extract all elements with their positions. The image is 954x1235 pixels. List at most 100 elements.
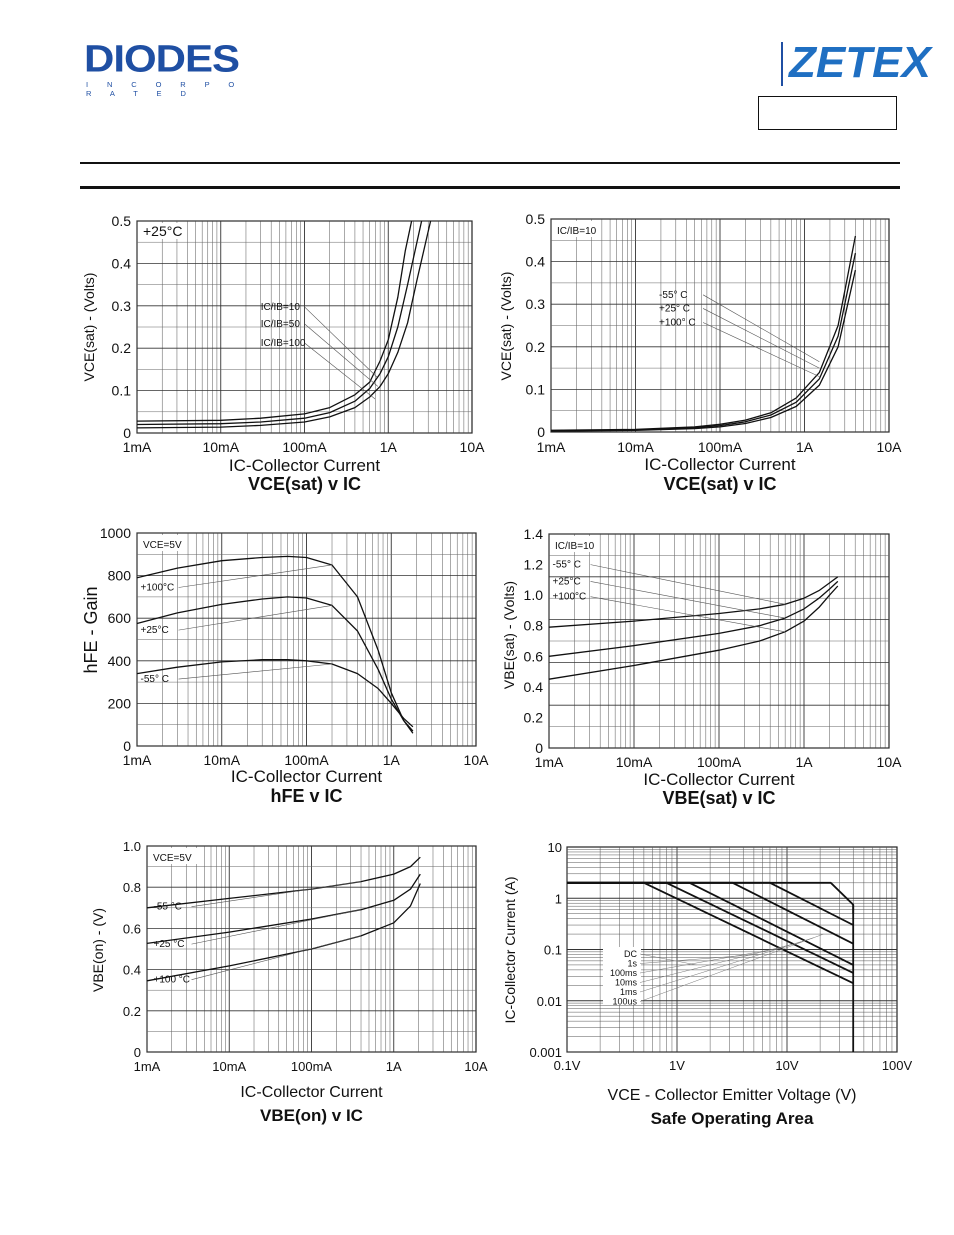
series-line-2 <box>550 252 857 432</box>
series-label: IC/IB=10 <box>261 302 301 313</box>
leader-line <box>702 294 820 362</box>
zetex-logo-bar <box>781 42 783 86</box>
x-tick-label: 1V <box>669 1058 685 1073</box>
leader-line <box>590 581 786 619</box>
x-tick-label: 10V <box>775 1058 798 1073</box>
y-tick-label: 400 <box>108 653 132 669</box>
y-axis-label: VCE(sat) - (Volts) <box>498 272 514 381</box>
annotation-bg <box>553 221 601 237</box>
series-line-1 <box>550 235 857 431</box>
legend-leader <box>639 941 802 983</box>
series-label: IC/IB=50 <box>261 319 301 330</box>
y-tick-label: 0.8 <box>524 618 544 634</box>
x-tick-label: 10mA <box>617 439 654 455</box>
leader-line <box>702 308 820 369</box>
y-tick-label: 0 <box>535 740 543 756</box>
diodes-logo-sub: I N C O R P O R A T E D <box>86 80 243 98</box>
x-tick-label: 0.1V <box>554 1058 581 1073</box>
legend-entry: 10ms <box>615 978 638 988</box>
y-tick-label: 1 <box>555 891 562 906</box>
chart-annotation: VCE=5V <box>143 540 182 551</box>
series-line-1 <box>146 856 421 909</box>
x-tick-label: 1mA <box>123 752 152 768</box>
leader-line <box>590 596 786 633</box>
legend-entry: DC <box>624 949 637 959</box>
y-tick-label: 0.4 <box>112 255 132 271</box>
x-tick-label: 1A <box>380 439 398 455</box>
chart-title: hFE v IC <box>270 786 342 806</box>
y-axis-label: VCE(sat) - (Volts) <box>81 273 97 382</box>
y-tick-label: 1000 <box>100 525 131 541</box>
y-tick-label: 0.1 <box>526 381 546 397</box>
series-label: +25°C <box>141 625 169 636</box>
series-label: +100°C <box>553 592 587 603</box>
chart-title: VCE(sat) v IC <box>248 474 361 494</box>
header-rule-thick <box>80 186 900 189</box>
legend-leader <box>639 937 814 993</box>
x-tick-label: 1mA <box>535 754 564 770</box>
x-tick-label: 10mA <box>202 439 239 455</box>
y-tick-label: 10 <box>548 840 562 855</box>
leader-line <box>304 323 378 387</box>
x-axis-label: IC-Collector Current <box>231 767 382 786</box>
y-tick-label: 0.4 <box>123 963 141 978</box>
y-tick-label: 0.01 <box>537 994 562 1009</box>
series-line-3 <box>136 659 414 728</box>
y-tick-label: 0.5 <box>112 213 132 229</box>
diodes-logo: DIODES I N C O R P O R A T E D <box>84 37 259 98</box>
chart-title: Safe Operating Area <box>651 1109 814 1128</box>
y-tick-label: 0.001 <box>529 1045 562 1060</box>
legend-entry: 100ms <box>610 968 638 978</box>
y-tick-label: 0 <box>134 1045 141 1060</box>
leader-line <box>178 663 333 680</box>
series-label: -55° C <box>141 674 169 685</box>
annotation-bg <box>149 848 197 864</box>
x-tick-label: 10mA <box>616 754 653 770</box>
y-tick-label: 600 <box>108 610 132 626</box>
y-tick-label: 1.4 <box>524 526 544 542</box>
legend-entry: 1s <box>627 959 637 969</box>
series-label: -55° C <box>553 560 581 571</box>
x-tick-label: 100V <box>882 1058 913 1073</box>
y-tick-label: 0.1 <box>544 943 562 958</box>
y-tick-label: 0.2 <box>526 339 546 355</box>
leader-line <box>178 605 333 631</box>
leader-line <box>191 909 362 945</box>
series-label: -55 °C <box>154 902 182 913</box>
chart-1: 0 0.1 0.2 0.3 0.4 0.5 1mA 10mA 100mA 1A 10A VCE(sat… <box>81 213 485 494</box>
y-axis-label: VBE(on) - (V) <box>90 908 106 992</box>
annotation-bg <box>139 223 185 239</box>
chart-3: 0 200 400 600 800 1000 1mA 10mA 100mA 1A 10A hFE - … <box>81 525 489 806</box>
header-rule-thin <box>80 162 900 164</box>
x-tick-label: 10A <box>877 439 903 455</box>
x-tick-label: 100mA <box>698 439 743 455</box>
legend-entry: 1ms <box>620 987 638 997</box>
leader-line <box>304 342 376 400</box>
series-label: +25° C <box>659 303 690 314</box>
x-tick-label: 10A <box>460 439 486 455</box>
x-tick-label: 100mA <box>291 1059 333 1074</box>
leader-line <box>191 935 362 980</box>
y-tick-label: 0.2 <box>123 1004 141 1019</box>
x-tick-label: 1A <box>796 439 814 455</box>
x-tick-label: 1mA <box>537 439 566 455</box>
y-axis-label: hFE - Gain <box>81 586 101 673</box>
x-tick-label: 1A <box>383 752 401 768</box>
legend-leader <box>639 954 759 964</box>
series-line-2 <box>136 596 414 732</box>
x-tick-label: 100mA <box>284 752 329 768</box>
chart-annotation: VCE=5V <box>153 853 192 864</box>
y-tick-label: 0.5 <box>526 211 546 227</box>
x-tick-label: 100mA <box>282 439 327 455</box>
leader-line <box>191 881 362 907</box>
x-axis-label: VCE - Collector Emitter Voltage (V) <box>608 1087 857 1104</box>
x-tick-label: 1mA <box>134 1059 161 1074</box>
diodes-logo-word: DIODES <box>84 37 240 80</box>
y-tick-label: 1.0 <box>524 587 544 603</box>
x-tick-label: 10A <box>464 1059 487 1074</box>
legend-leader <box>639 953 697 966</box>
series-line-2 <box>146 873 421 945</box>
chart-title: VBE(sat) v IC <box>662 788 775 808</box>
series-label: +25 °C <box>154 939 185 950</box>
